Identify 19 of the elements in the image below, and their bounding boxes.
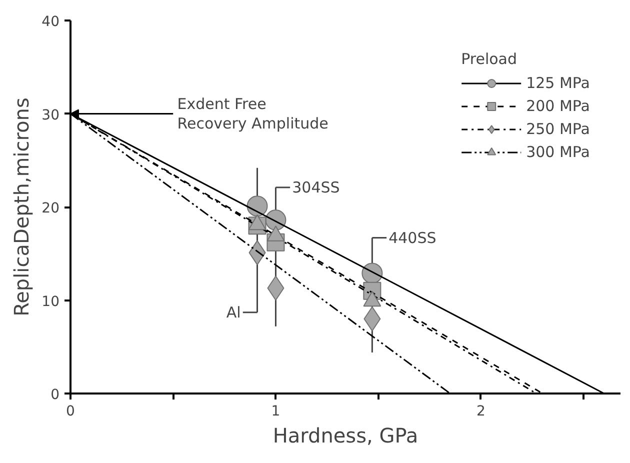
x-tick-label: 1 <box>271 404 280 420</box>
y-tick-label: 20 <box>42 200 60 216</box>
x-tick-label: 2 <box>476 404 486 420</box>
annotation: Exdent Free Recovery Amplitude <box>177 94 328 133</box>
legend-label: 250 MPa <box>526 120 590 138</box>
y-tick-label: 30 <box>42 107 60 124</box>
y-tick-label: 10 <box>42 294 60 310</box>
x-axis-title: Hardness, GPa <box>272 424 418 448</box>
legend-label: 200 MPa <box>526 97 590 115</box>
legend-label: 125 MPa <box>526 74 590 92</box>
annotation: Al <box>226 303 241 322</box>
y-tick-label: 40 <box>42 14 60 30</box>
x-tick-label: 0 <box>66 404 75 420</box>
y-tick-label: 0 <box>50 387 60 403</box>
y-axis-title: ReplicaDepth,microns <box>10 98 34 316</box>
annotation: 304SS <box>292 178 340 196</box>
legend-title: Preload <box>461 50 518 68</box>
legend-label: 300 MPa <box>526 143 590 161</box>
annotation: 440SS <box>388 228 436 247</box>
